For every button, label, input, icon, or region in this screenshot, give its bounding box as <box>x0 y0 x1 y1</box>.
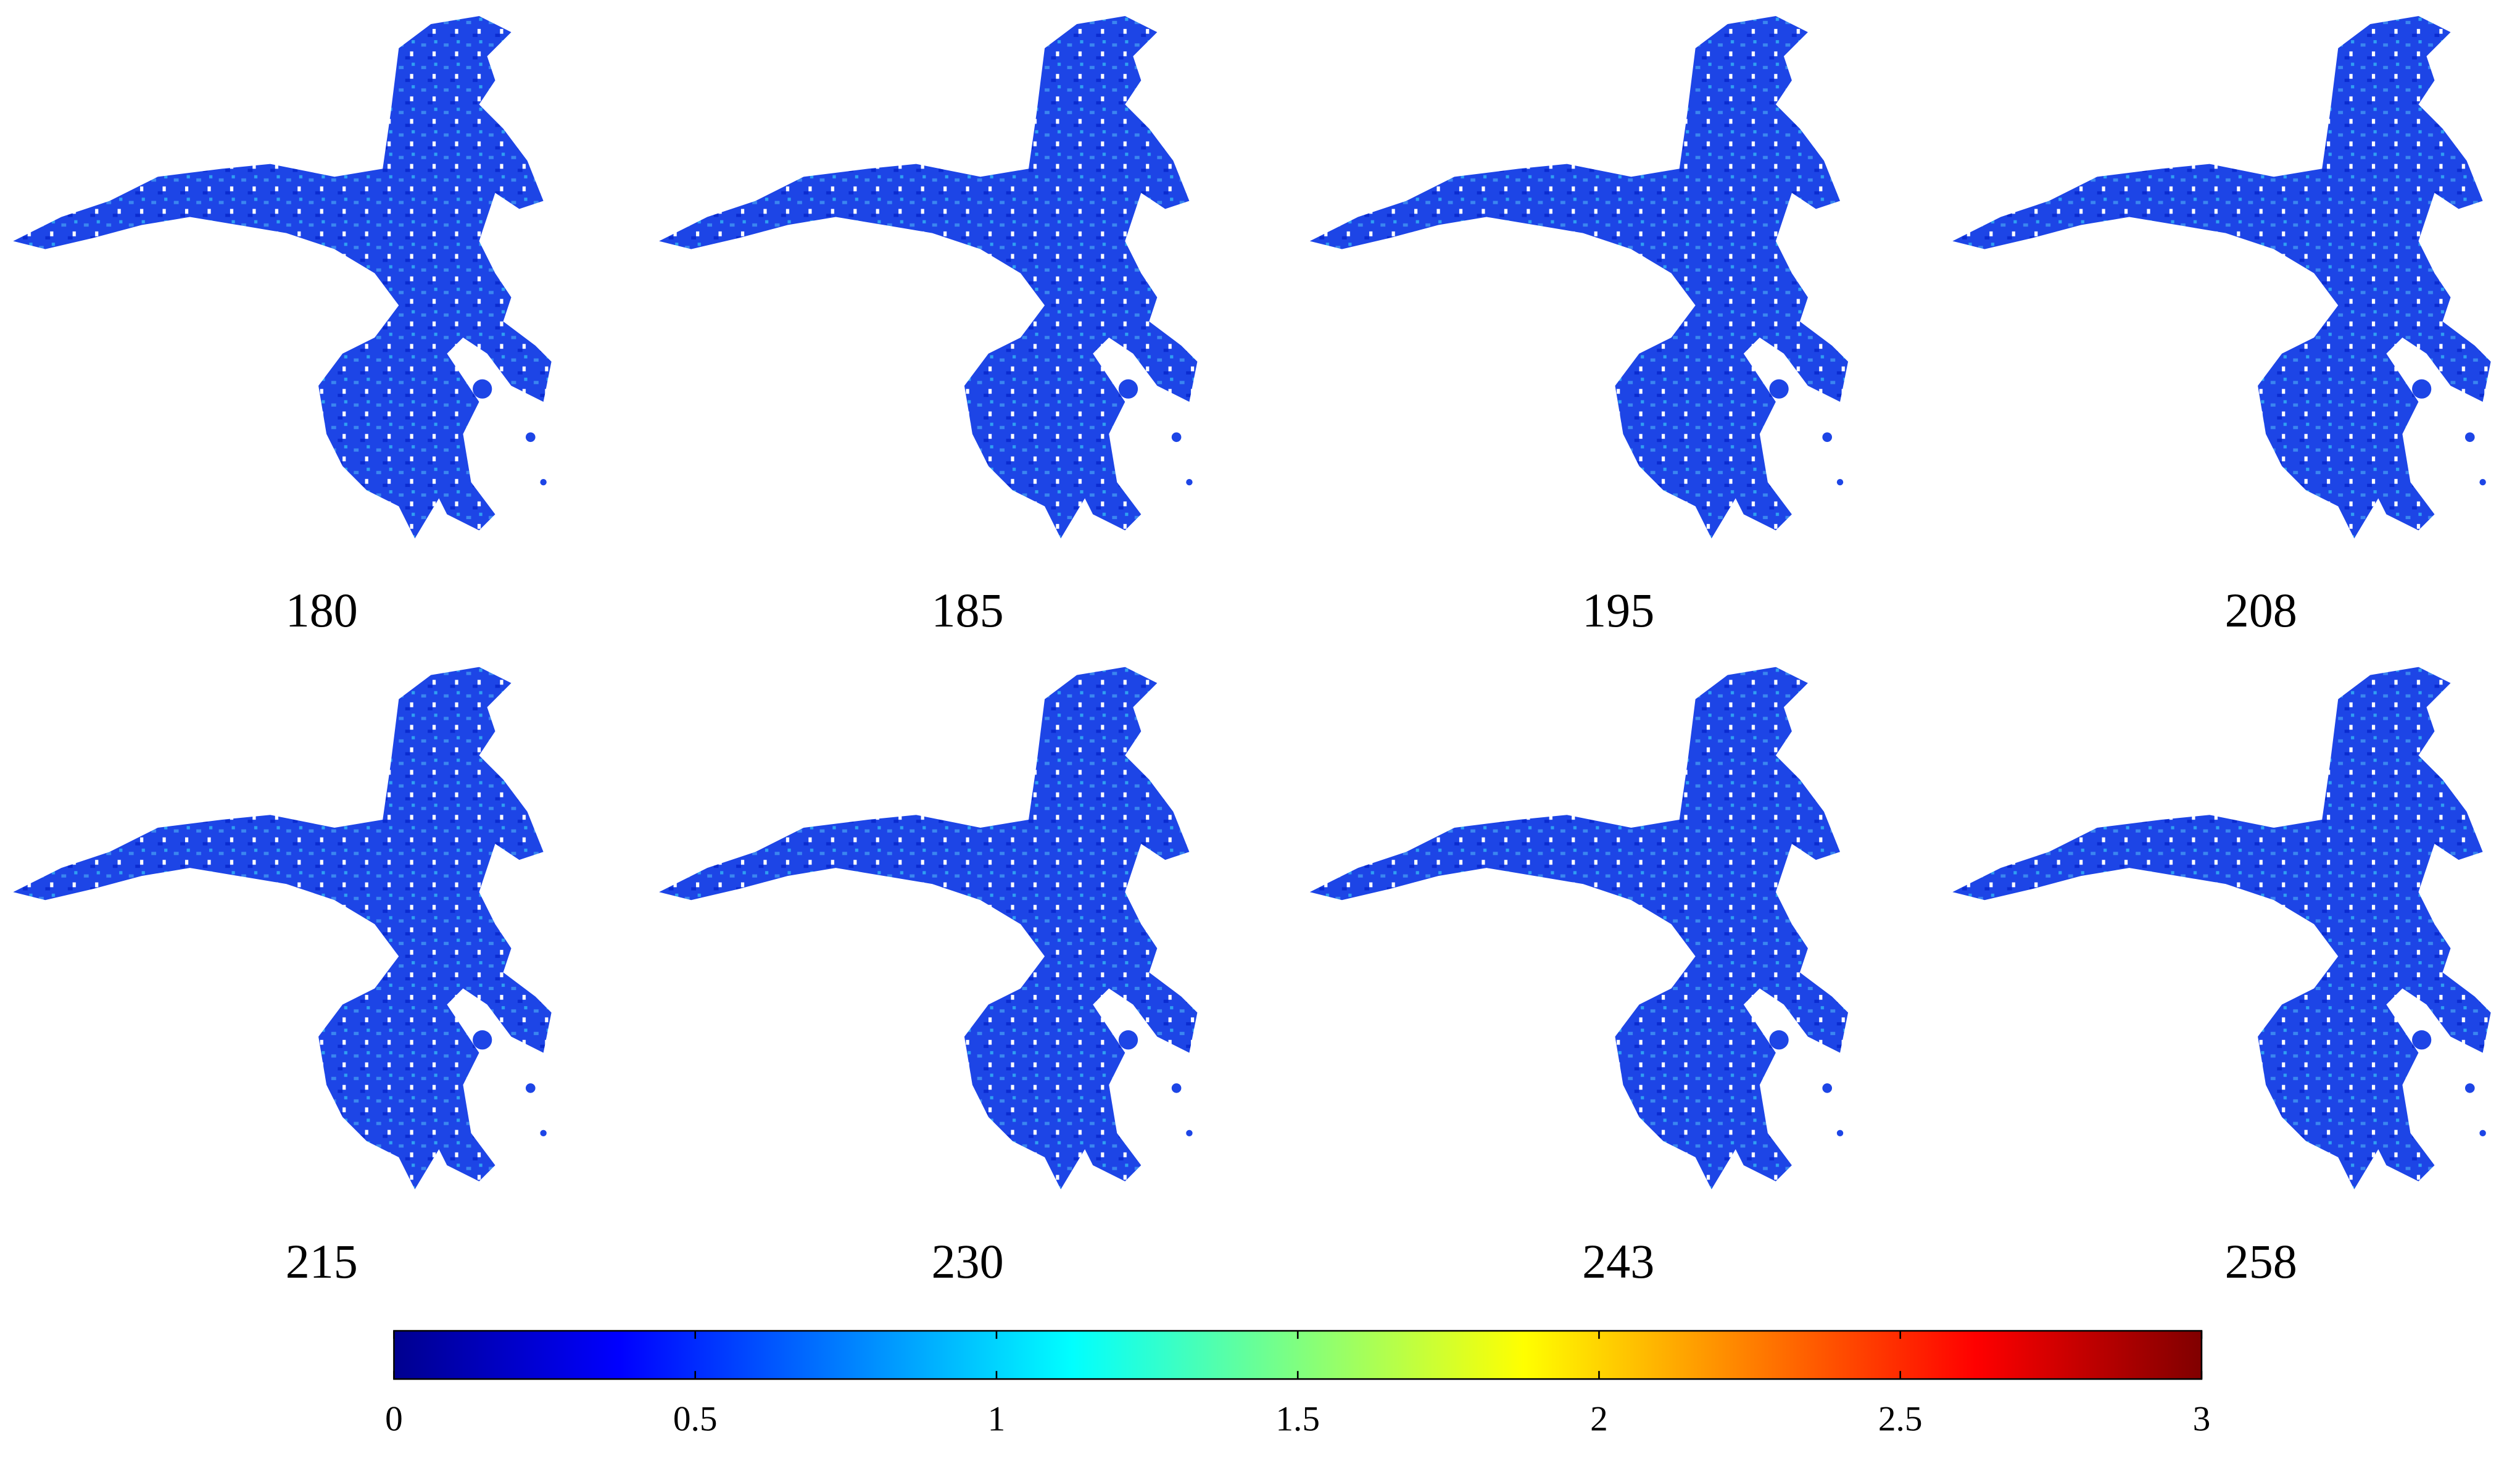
panel-label: 195 <box>1582 583 1654 637</box>
panel-label: 180 <box>286 583 358 637</box>
map <box>659 16 1198 539</box>
tick-label: 0 <box>385 1400 403 1439</box>
map <box>1309 667 1849 1189</box>
map <box>1952 667 2491 1189</box>
panel-label: 215 <box>286 1234 358 1288</box>
tick-label: 1.5 <box>1275 1400 1320 1439</box>
map <box>1309 16 1849 539</box>
tick-label: 0.5 <box>673 1400 718 1439</box>
tick-label: 3 <box>2193 1400 2211 1439</box>
panel-label: 243 <box>1582 1234 1654 1288</box>
map <box>1952 16 2491 539</box>
tick-label: 1 <box>988 1400 1006 1439</box>
tick-label: 2.5 <box>1878 1400 1923 1439</box>
panel-label: 230 <box>931 1234 1003 1288</box>
panel-label: 258 <box>2225 1234 2297 1288</box>
panel-label: 208 <box>2225 583 2297 637</box>
map <box>659 667 1198 1189</box>
map <box>13 667 552 1189</box>
tick-label: 2 <box>1590 1400 1608 1439</box>
map <box>13 16 552 539</box>
panel-label: 185 <box>931 583 1003 637</box>
